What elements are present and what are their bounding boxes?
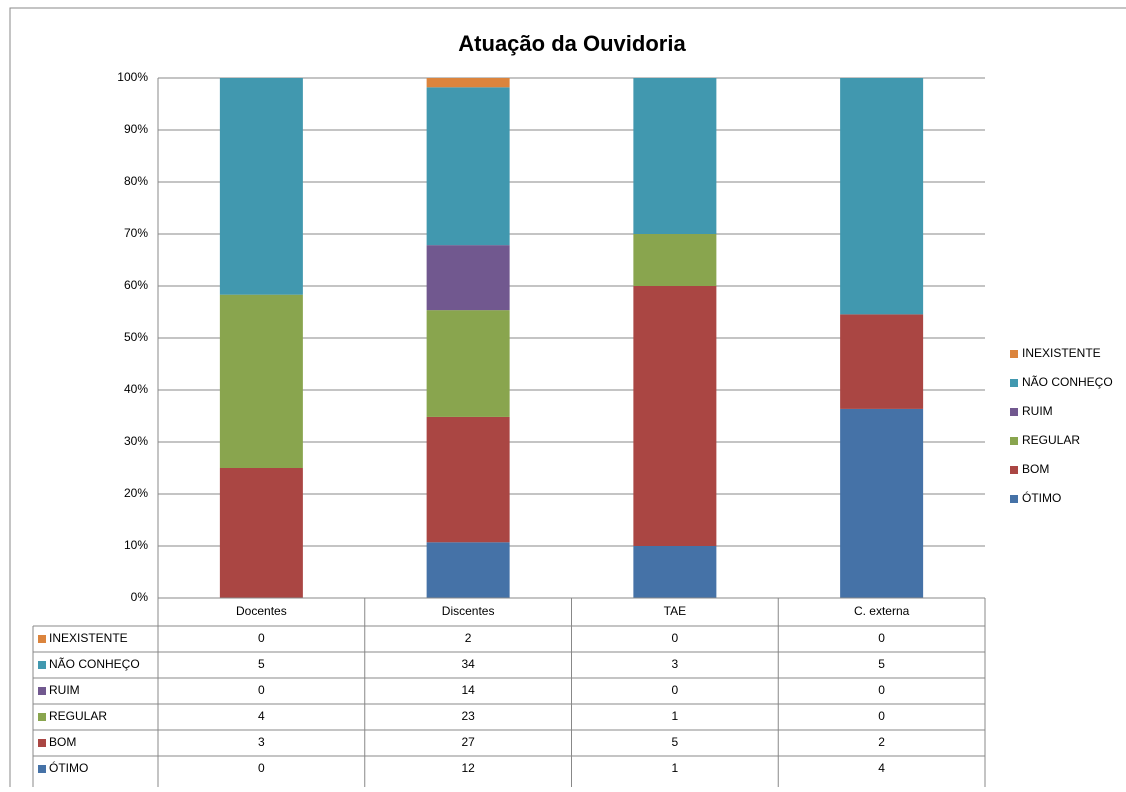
y-tick-label: 100% — [117, 70, 148, 84]
y-tick-label: 50% — [124, 330, 148, 344]
legend-key — [1010, 408, 1018, 416]
bar-segment — [633, 286, 717, 546]
y-tick-label: 20% — [124, 486, 148, 500]
table-legend-key — [38, 739, 46, 747]
table-legend-key — [38, 713, 46, 721]
bar-segment — [426, 87, 510, 246]
table-value: 5 — [258, 657, 265, 671]
legend-key — [1010, 379, 1018, 387]
table-value: 1 — [672, 709, 679, 723]
bar-segment — [426, 310, 510, 417]
legend-label: ÓTIMO — [1022, 490, 1061, 505]
bar-segment — [219, 78, 303, 295]
legend-key — [1010, 466, 1018, 474]
y-tick-label: 80% — [124, 174, 148, 188]
table-legend-key — [38, 687, 46, 695]
bar-segment — [426, 245, 510, 311]
table-value: 0 — [672, 631, 679, 645]
table-value: 27 — [461, 735, 475, 749]
table-legend-key — [38, 635, 46, 643]
table-value: 3 — [672, 657, 679, 671]
table-value: 1 — [672, 761, 679, 775]
y-tick-label: 0% — [131, 590, 149, 604]
table-legend-key — [38, 765, 46, 773]
chart-title: Atuação da Ouvidoria — [458, 31, 686, 56]
table-value: 23 — [461, 709, 475, 723]
y-tick-label: 60% — [124, 278, 148, 292]
legend-key — [1010, 495, 1018, 503]
bar-segment — [840, 78, 924, 315]
table-row-label: ÓTIMO — [49, 760, 88, 775]
table-row-label: REGULAR — [49, 709, 107, 723]
table-row-label: INEXISTENTE — [49, 631, 128, 645]
legend-label: REGULAR — [1022, 433, 1080, 447]
y-tick-label: 10% — [124, 538, 148, 552]
bar-segment — [219, 468, 303, 598]
table-value: 0 — [878, 683, 885, 697]
table-value: 4 — [878, 761, 885, 775]
x-tick-label: C. externa — [854, 604, 910, 618]
bar-segment — [633, 78, 717, 234]
bar-segment — [426, 542, 510, 598]
y-tick-label: 90% — [124, 122, 148, 136]
table-value: 4 — [258, 709, 265, 723]
table-value: 5 — [672, 735, 679, 749]
bar-segment — [840, 408, 924, 598]
table-legend-key — [38, 661, 46, 669]
x-tick-label: Discentes — [442, 604, 495, 618]
table-value: 0 — [672, 683, 679, 697]
x-tick-label: TAE — [664, 604, 686, 618]
table-value: 5 — [878, 657, 885, 671]
bar-segment — [840, 314, 924, 409]
table-row-label: NÃO CONHEÇO — [49, 657, 140, 671]
bar-segment — [633, 546, 717, 598]
table-value: 0 — [878, 631, 885, 645]
bar-segment — [633, 234, 717, 286]
bar-segment — [426, 416, 510, 543]
x-tick-label: Docentes — [236, 604, 287, 618]
table-value: 0 — [878, 709, 885, 723]
table-value: 3 — [258, 735, 265, 749]
table-value: 0 — [258, 683, 265, 697]
table-row-label: RUIM — [49, 683, 80, 697]
legend-label: INEXISTENTE — [1022, 346, 1101, 360]
table-value: 0 — [258, 631, 265, 645]
legend-label: NÃO CONHEÇO — [1022, 375, 1113, 389]
table-value: 34 — [461, 657, 475, 671]
table-value: 2 — [878, 735, 885, 749]
legend-key — [1010, 437, 1018, 445]
table-value: 0 — [258, 761, 265, 775]
bar-segment — [219, 294, 303, 468]
bar-segment — [426, 78, 510, 88]
table-value: 2 — [465, 631, 472, 645]
legend-label: BOM — [1022, 462, 1049, 476]
y-tick-label: 40% — [124, 382, 148, 396]
y-tick-label: 30% — [124, 434, 148, 448]
table-value: 12 — [461, 761, 475, 775]
table-row-label: BOM — [49, 735, 76, 749]
y-tick-label: 70% — [124, 226, 148, 240]
legend-label: RUIM — [1022, 404, 1053, 418]
chart-frame — [9, 7, 1126, 792]
table-value: 14 — [461, 683, 475, 697]
legend-key — [1010, 350, 1018, 358]
